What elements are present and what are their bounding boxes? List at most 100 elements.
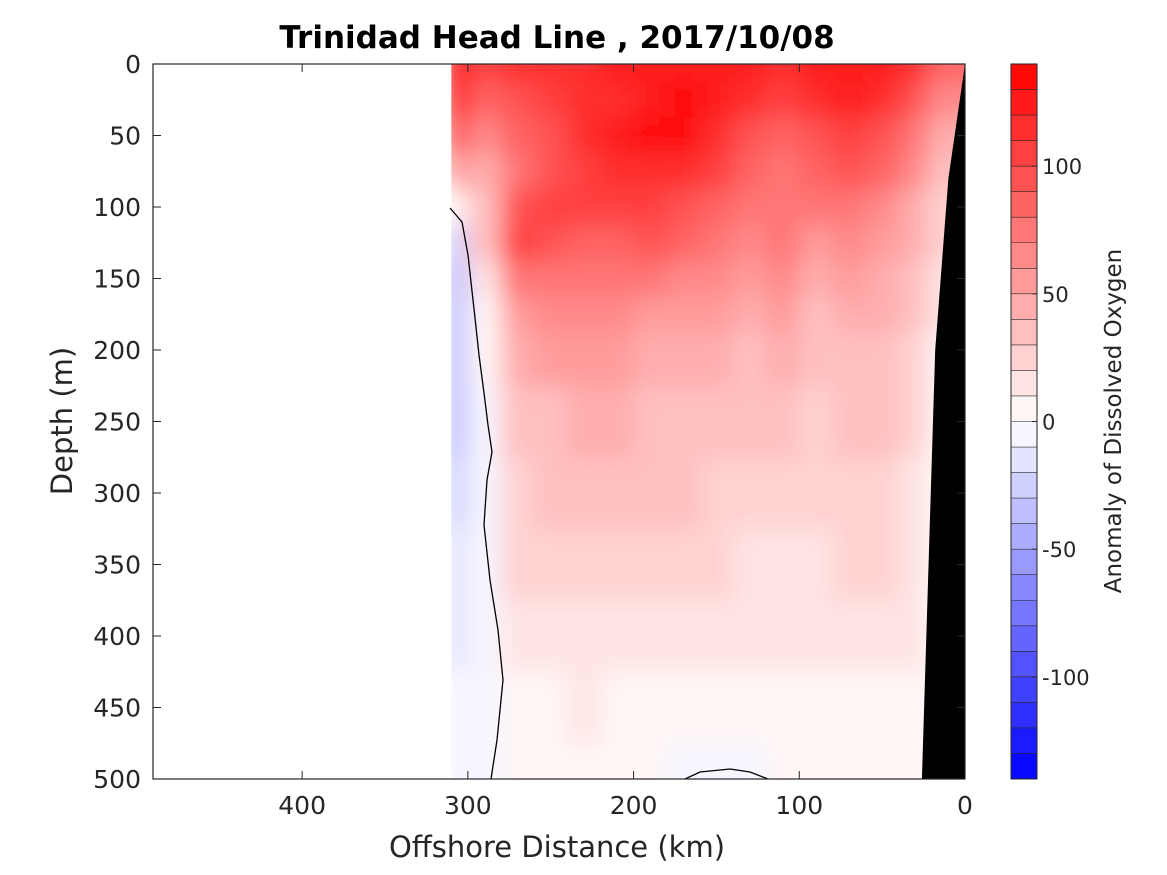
colorbar-tick-label: -100 bbox=[1042, 666, 1090, 690]
contour-cell bbox=[832, 153, 867, 190]
chart-title: Trinidad Head Line , 2017/10/08 bbox=[279, 20, 834, 56]
colorbar-swatch bbox=[1011, 293, 1037, 320]
contour-cell bbox=[567, 332, 602, 387]
contour-cell bbox=[567, 81, 602, 119]
contour-cell bbox=[733, 153, 767, 190]
contour-cell bbox=[799, 457, 834, 530]
contour-cell bbox=[633, 64, 668, 83]
y-tick-label: 500 bbox=[93, 765, 141, 794]
colorbar-swatch bbox=[1011, 600, 1037, 627]
contour-cell bbox=[799, 332, 834, 387]
contour-cell bbox=[501, 385, 535, 459]
contour-cell bbox=[898, 117, 929, 155]
contour-cell bbox=[534, 671, 568, 745]
colorbar-swatch bbox=[1011, 64, 1037, 90]
colorbar-swatch bbox=[1011, 344, 1037, 371]
contour-cell bbox=[467, 332, 502, 387]
colorbar-swatch bbox=[1011, 447, 1037, 473]
contour-cell bbox=[501, 260, 535, 298]
y-axis: 0 50 100 150 200 250 300 350 400 450 500 bbox=[93, 50, 965, 794]
colorbar-swatch bbox=[1011, 651, 1037, 678]
contour-cell bbox=[467, 81, 502, 119]
contour-cell bbox=[666, 260, 701, 298]
contour-cell bbox=[799, 743, 834, 779]
contour-cell bbox=[733, 189, 767, 226]
contour-cell bbox=[633, 296, 668, 333]
colorbar-swatch bbox=[1011, 370, 1037, 397]
contour-cell bbox=[633, 189, 668, 226]
contour-cell bbox=[534, 743, 568, 779]
y-tick-label: 0 bbox=[125, 50, 141, 79]
y-tick-label: 150 bbox=[93, 265, 141, 294]
contour-cell bbox=[832, 743, 867, 779]
contour-cell bbox=[733, 64, 767, 83]
contour-cell bbox=[799, 385, 834, 459]
colorbar-swatch bbox=[1011, 319, 1037, 346]
contour-cell bbox=[600, 260, 635, 298]
zero-contour-line bbox=[449, 207, 504, 779]
contour-cell bbox=[898, 332, 929, 387]
contour-cell bbox=[666, 224, 701, 262]
contour-cell bbox=[501, 64, 535, 83]
contour-cell bbox=[567, 671, 602, 745]
colorbar-swatch bbox=[1011, 140, 1037, 167]
contour-cell bbox=[898, 64, 929, 83]
contour-cell bbox=[799, 671, 834, 745]
contour-cell bbox=[501, 332, 535, 387]
colorbar-swatch bbox=[1011, 115, 1037, 142]
contour-cell bbox=[501, 224, 535, 262]
contour-cell bbox=[766, 332, 800, 387]
y-tick-label: 100 bbox=[93, 193, 141, 222]
contour-cell bbox=[666, 296, 701, 333]
contour-cell bbox=[865, 600, 900, 673]
contour-cell bbox=[567, 296, 602, 333]
contour-cell bbox=[699, 671, 734, 745]
contour-cell bbox=[633, 671, 668, 745]
contour-cell bbox=[467, 260, 502, 298]
contour-cell bbox=[467, 153, 502, 190]
colorbar-swatch bbox=[1011, 549, 1037, 576]
contour-cell bbox=[733, 81, 767, 119]
colorbar-swatch bbox=[1011, 268, 1037, 295]
colorbar-swatch bbox=[1011, 191, 1037, 218]
colorbar-swatch bbox=[1011, 242, 1037, 269]
contour-cell bbox=[832, 296, 867, 333]
contour-cell bbox=[600, 64, 635, 83]
contour-cell bbox=[534, 260, 568, 298]
contour-cell bbox=[600, 457, 635, 530]
contour-cell bbox=[633, 117, 668, 155]
contour-cell bbox=[832, 260, 867, 298]
contour-cell bbox=[766, 189, 800, 226]
contour-cell bbox=[633, 153, 668, 190]
y-axis-label: Depth (m) bbox=[45, 347, 79, 495]
contour-cell bbox=[567, 528, 602, 602]
contour-cell bbox=[467, 117, 502, 155]
y-tick-label: 350 bbox=[93, 551, 141, 580]
contour-cell bbox=[501, 528, 535, 602]
contour-cell bbox=[666, 671, 701, 745]
contour-cell bbox=[567, 64, 602, 83]
contour-cell bbox=[567, 457, 602, 530]
x-axis-label: Offshore Distance (km) bbox=[389, 830, 725, 864]
contour-cell bbox=[865, 189, 900, 226]
bottom-topography bbox=[921, 64, 965, 779]
contour-cell bbox=[501, 743, 535, 779]
contour-cell bbox=[927, 81, 965, 119]
colorbar-swatch bbox=[1011, 498, 1037, 525]
contour-cell bbox=[600, 296, 635, 333]
contour-cell bbox=[633, 332, 668, 387]
colorbar-swatch bbox=[1011, 166, 1037, 193]
contour-cell bbox=[501, 189, 535, 226]
colorbar: -100 -50 0 50 100 bbox=[1010, 63, 1090, 780]
contour-cell bbox=[666, 64, 701, 83]
colorbar-tick-label: -50 bbox=[1042, 538, 1076, 562]
contour-cell bbox=[600, 81, 635, 119]
y-tick-label: 450 bbox=[93, 694, 141, 723]
contour-cell bbox=[898, 385, 929, 459]
contour-cell bbox=[766, 296, 800, 333]
contour-cell bbox=[733, 743, 767, 779]
contour-cell bbox=[799, 117, 834, 155]
contour-cell bbox=[467, 528, 502, 602]
contour-cell bbox=[600, 528, 635, 602]
